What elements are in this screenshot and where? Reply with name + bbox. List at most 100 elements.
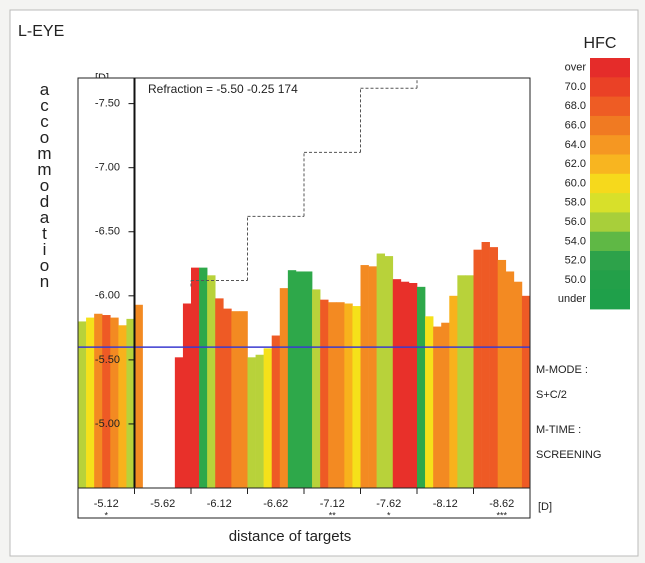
bar <box>94 313 103 488</box>
x-tick-label: -6.62 <box>263 498 288 510</box>
legend-label: 64.0 <box>565 139 586 151</box>
legend-label: 52.0 <box>565 255 586 267</box>
legend-swatch <box>590 135 630 155</box>
y-tick-label: -6.00 <box>95 290 120 302</box>
legend-label: 56.0 <box>565 216 586 228</box>
legend-swatch <box>590 58 630 78</box>
bar <box>78 321 87 488</box>
legend-label: 60.0 <box>565 177 586 189</box>
legend-swatch <box>590 212 630 233</box>
bar <box>384 256 394 488</box>
bar <box>392 279 402 488</box>
bar <box>231 311 240 488</box>
legend-label: over <box>565 62 587 74</box>
bar <box>328 302 337 488</box>
bar <box>279 288 289 488</box>
y-tick-label: -7.00 <box>95 162 120 174</box>
bar <box>473 249 482 488</box>
annotation-box <box>138 80 360 100</box>
bar <box>102 315 111 488</box>
x-tick-mark-label: *** <box>496 510 507 520</box>
legend-swatch <box>590 115 630 136</box>
bar <box>433 326 442 488</box>
bar <box>199 267 208 488</box>
x-tick-label: -5.62 <box>150 498 175 510</box>
x-tick-label: -5.12 <box>94 498 119 510</box>
bar <box>465 275 474 488</box>
bar <box>247 357 256 488</box>
bar <box>207 275 216 488</box>
bar <box>263 348 273 488</box>
bar <box>126 318 135 488</box>
legend-label: 50.0 <box>565 274 586 286</box>
bar <box>368 266 377 488</box>
legend-swatch <box>590 231 630 252</box>
y-tick-label: -7.50 <box>95 98 120 110</box>
bar <box>134 304 143 488</box>
legend-swatch <box>590 289 630 310</box>
annotation: Refraction = -5.50 -0.25 174 <box>148 82 298 96</box>
bar <box>489 247 499 488</box>
legend-label: 70.0 <box>565 81 586 93</box>
bar <box>521 295 530 488</box>
x-tick-label: -8.12 <box>433 498 458 510</box>
bar <box>400 281 410 488</box>
bar <box>174 357 184 488</box>
plot-area <box>78 78 530 488</box>
legend-swatch <box>590 77 630 98</box>
bar <box>457 275 466 488</box>
bar <box>481 242 490 488</box>
x-tick-mark-label: ** <box>329 510 337 520</box>
bar <box>239 311 248 488</box>
x-tick-mark-label: * <box>104 510 108 520</box>
y-label: accommodation <box>35 80 54 288</box>
legend-label: 62.0 <box>565 158 586 170</box>
bar <box>215 298 224 488</box>
bar <box>513 281 523 488</box>
bar <box>360 265 369 488</box>
x-tick-mark-label: * <box>387 510 391 520</box>
side-note: M-MODE : <box>536 364 588 376</box>
legend-swatch <box>590 270 630 291</box>
y-tick-label: -5.00 <box>95 418 120 430</box>
legend-swatch <box>590 193 630 213</box>
legend-swatch <box>590 96 630 117</box>
bar <box>271 335 281 488</box>
legend-label: under <box>558 293 586 305</box>
legend-label: 68.0 <box>565 100 586 112</box>
bar <box>191 267 200 488</box>
bar <box>336 302 345 488</box>
chart-title: L-EYE <box>18 23 64 40</box>
bar <box>304 271 313 488</box>
x-tick-label: -7.12 <box>320 498 345 510</box>
legend-swatch <box>590 251 630 271</box>
bar <box>110 317 119 488</box>
legend-swatch <box>590 154 630 175</box>
bar <box>376 253 386 488</box>
side-note: M-TIME : <box>536 424 581 436</box>
bar <box>505 271 515 488</box>
bar <box>449 295 458 488</box>
side-note: SCREENING <box>536 449 601 461</box>
bar <box>497 259 507 488</box>
bar <box>408 283 418 488</box>
bar <box>295 271 305 488</box>
bar <box>255 354 264 488</box>
x-tick-label: -8.62 <box>489 498 514 510</box>
bar <box>352 306 361 488</box>
legend-label: 66.0 <box>565 119 586 131</box>
y-tick-label: -6.50 <box>95 226 120 238</box>
bar <box>287 270 297 488</box>
y-tick-label: -5.50 <box>95 354 120 366</box>
side-note: S+C/2 <box>536 389 567 401</box>
bar <box>118 325 127 488</box>
bar <box>425 316 434 488</box>
legend-label: 54.0 <box>565 235 586 247</box>
x-tick-label: -7.62 <box>376 498 401 510</box>
bar <box>320 299 329 488</box>
bar <box>86 317 95 488</box>
bar <box>312 289 321 488</box>
legend-label: 58.0 <box>565 197 586 209</box>
